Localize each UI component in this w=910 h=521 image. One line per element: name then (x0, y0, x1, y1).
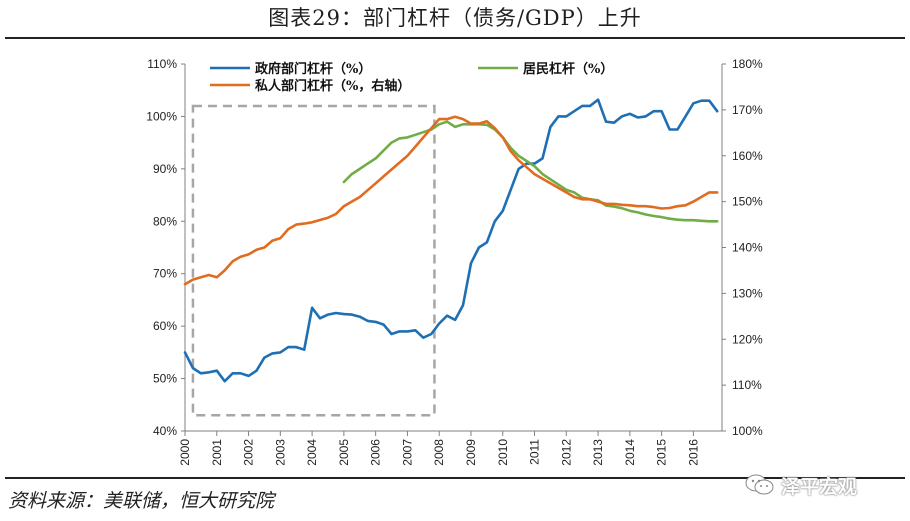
x-tick-label: 2004 (305, 439, 319, 466)
y-right-tick-label: 130% (732, 286, 763, 300)
x-tick-label: 2011 (528, 439, 542, 465)
y-left-tick-label: 110% (147, 57, 177, 71)
y-right-tick-label: 170% (732, 103, 763, 117)
x-tick-label: 2012 (559, 439, 573, 466)
y-left-tick-label: 50% (153, 372, 177, 386)
highlight-box-layer (191, 104, 436, 417)
wechat-icon (745, 474, 774, 495)
x-tick-label: 2015 (655, 439, 669, 466)
x-tick-label: 2009 (464, 439, 478, 466)
x-tick-label: 2000 (178, 439, 192, 466)
series-line-government (183, 98, 719, 383)
watermark-text: 泽平宏观 (781, 475, 858, 498)
y-left-tick-label: 100% (146, 109, 177, 123)
x-tick-label: 2006 (369, 439, 383, 466)
y-right-tick-label: 140% (732, 241, 763, 255)
y-right-tick-label: 150% (732, 195, 763, 209)
x-tick-label: 2010 (496, 439, 510, 466)
x-tick-label: 2014 (623, 439, 637, 466)
x-tick-label: 2001 (210, 439, 224, 466)
top-rule (5, 37, 905, 39)
y-right-tick-label: 160% (732, 149, 763, 163)
x-tick-label: 2005 (337, 439, 351, 466)
watermark: 泽平宏观 (745, 470, 857, 500)
figure-title: 图表29：部门杠杆（债务/GDP）上升 (268, 6, 642, 30)
x-tick-label: 2016 (686, 439, 700, 466)
y-left-tick-label: 90% (153, 162, 177, 176)
y-left-tick-label: 60% (153, 319, 177, 333)
series-layer (183, 98, 719, 383)
series-line-private (183, 115, 719, 286)
y-right-tick-label: 100% (732, 424, 763, 438)
y-right-tick-label: 110% (732, 378, 762, 392)
y-right-tick-label: 180% (732, 57, 763, 71)
y-left-tick-label: 70% (153, 267, 177, 281)
chart-legend: 政府部门杠杆（%） 居民杠杆（%） 私人部门杠杆（%，右轴） (210, 61, 613, 94)
y-left-tick-label: 80% (153, 214, 177, 228)
x-tick-label: 2008 (432, 439, 446, 466)
x-tick-label: 2003 (273, 439, 287, 466)
legend-label: 私人部门杠杆（%，右轴） (255, 78, 410, 94)
x-tick-label: 2002 (242, 439, 256, 466)
x-tick-label: 2013 (591, 439, 605, 466)
bottom-rule (5, 477, 905, 479)
series-line-household (342, 120, 719, 223)
highlight-box (191, 104, 436, 417)
chart-axes: 40% 50% 60% 70% 80% 90% 100% 110% 100% 110% 120% 13… (146, 57, 763, 466)
source-note: 资料来源：美联储，恒大研究院 (8, 490, 275, 512)
x-tick-label: 2007 (400, 439, 414, 466)
legend-label: 居民杠杆（%） (523, 61, 613, 77)
y-left-tick-label: 40% (153, 424, 177, 438)
legend-label: 政府部门杠杆（%） (255, 61, 371, 77)
y-right-tick-label: 120% (732, 332, 763, 346)
